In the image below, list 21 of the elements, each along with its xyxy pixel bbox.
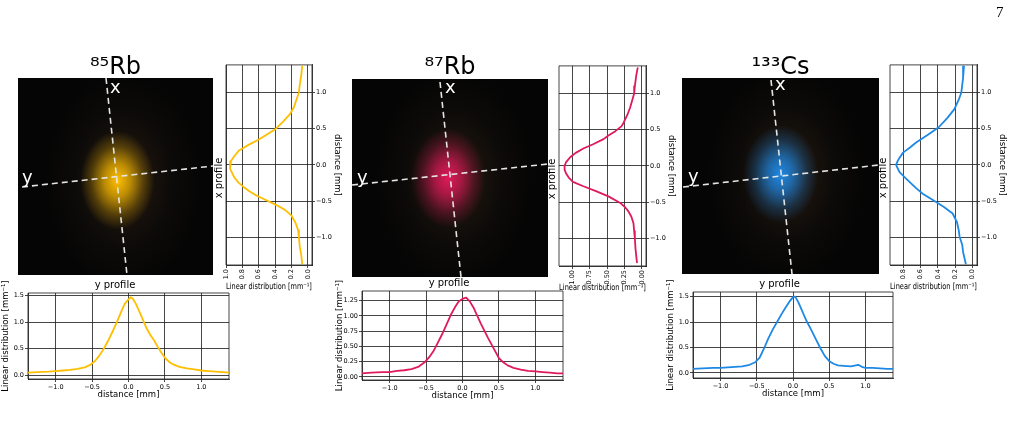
x-axis-title: distance [mm] xyxy=(431,390,494,401)
chart-title: y profile xyxy=(759,277,800,289)
x-axis-title: distance [mm] xyxy=(97,389,160,400)
text: x profile xyxy=(545,158,557,200)
text: y xyxy=(22,166,33,187)
text: x profile xyxy=(212,157,224,199)
y-axis-title: Linear distribution [mm⁻¹] xyxy=(334,279,345,392)
chart-title: y profile xyxy=(428,276,470,288)
text: y xyxy=(688,165,699,186)
x-axis-title: Linear distribution [mm⁻¹] xyxy=(890,281,977,292)
x-axis-title: distance [mm] xyxy=(762,388,824,399)
chart-title: y profile xyxy=(94,278,136,290)
y-axis-title: distance [mm] xyxy=(997,133,1008,196)
y-axis-title: Linear distribution [mm⁻¹] xyxy=(665,279,676,391)
text: y xyxy=(357,166,368,187)
y-axis-title: distance [mm] xyxy=(666,134,677,197)
y-axis-title: distance [mm] xyxy=(332,133,343,196)
text: 7 xyxy=(996,3,1004,21)
text: x profile xyxy=(876,157,888,199)
y-axis-title: Linear distribution [mm⁻¹] xyxy=(0,280,11,392)
x-axis-title: Linear distribution [mm⁻¹] xyxy=(226,281,312,292)
